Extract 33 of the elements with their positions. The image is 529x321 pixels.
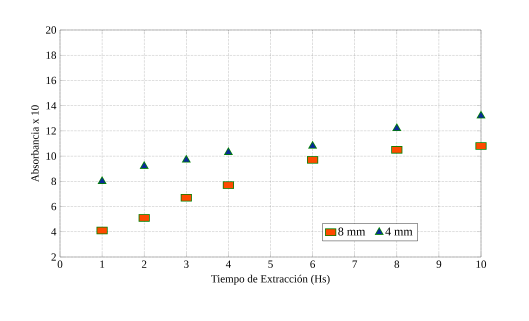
x-tick-label: 1 (100, 260, 104, 268)
point (140, 161, 148, 169)
y-tick-label: 10 (46, 152, 56, 160)
y-tick-label: 12 (46, 127, 56, 135)
x-tick-label: 8 (394, 260, 400, 268)
point (392, 123, 402, 132)
x-tick-label: 3 (184, 260, 189, 268)
x-tick-label: 9 (436, 260, 442, 268)
x-axis-title: Tiempo de Extracción (Hs) (211, 274, 330, 285)
y-tick-label: 18 (46, 52, 56, 59)
x-tick-label: 10 (476, 260, 486, 268)
y-tick-label: 8 (51, 178, 56, 186)
point (182, 155, 191, 163)
y-tick-label: 2 (51, 253, 56, 261)
x-tick-label: 4 (226, 260, 231, 268)
x-tick-label: 5 (268, 260, 273, 268)
x-tick-label: 0 (58, 260, 62, 268)
y-axis-title: Absorbancia x 10 (30, 105, 39, 182)
x-tick-label: 6 (310, 260, 316, 268)
y-tick-label: 14 (46, 102, 56, 110)
point (98, 176, 106, 184)
x-tick-label: 2 (142, 260, 146, 268)
y-tick-label: 6 (51, 202, 56, 210)
legend-label: 8 mm (338, 227, 366, 236)
point (476, 110, 486, 118)
point (308, 141, 317, 149)
x-tick-label: 7 (352, 260, 358, 268)
y-tick-label: 4 (51, 228, 56, 236)
legend-label: 4 mm (385, 228, 412, 236)
point (224, 147, 233, 155)
y-tick-label: 16 (46, 76, 56, 84)
point (180, 194, 192, 202)
y-tick-label: 20 (46, 26, 56, 34)
